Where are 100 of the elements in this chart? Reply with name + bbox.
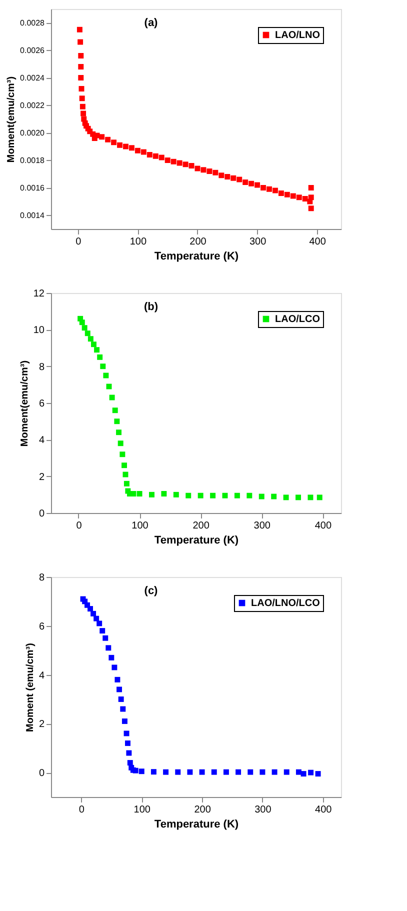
point xyxy=(140,149,146,155)
x-tick-label: 100 xyxy=(132,520,149,532)
point xyxy=(296,769,302,775)
point xyxy=(106,645,112,651)
x-tick-label: 0 xyxy=(78,804,85,816)
point xyxy=(163,769,169,775)
point xyxy=(236,769,242,775)
x-axis-title: Temperature (K) xyxy=(154,818,239,830)
point xyxy=(78,39,84,45)
point xyxy=(224,174,230,180)
y-tick-label: 10 xyxy=(33,325,45,336)
point xyxy=(284,769,290,775)
point xyxy=(186,492,192,498)
legend-label: LAO/LCO xyxy=(275,314,320,325)
x-tick-label: 400 xyxy=(315,804,332,816)
annotation: (a) xyxy=(144,17,158,29)
point xyxy=(127,760,133,766)
point xyxy=(248,769,254,775)
legend-label: LAO/LNO/LCO xyxy=(251,598,320,609)
x-tick-label: 0 xyxy=(76,236,82,248)
point xyxy=(120,706,126,712)
point xyxy=(117,142,122,148)
point xyxy=(78,75,84,80)
point xyxy=(222,492,228,498)
point xyxy=(266,186,272,192)
point xyxy=(112,408,118,414)
point xyxy=(134,148,140,154)
annotation: (c) xyxy=(144,585,158,597)
legend-label: LAO/LNO xyxy=(275,30,320,41)
x-tick-label: 100 xyxy=(130,236,147,248)
point xyxy=(122,462,127,468)
point xyxy=(123,144,128,150)
point xyxy=(90,610,96,616)
point xyxy=(138,768,144,774)
point xyxy=(164,158,170,163)
point xyxy=(94,616,100,622)
point xyxy=(122,718,128,724)
point xyxy=(132,768,138,774)
point xyxy=(161,491,167,496)
point xyxy=(236,176,242,182)
y-tick-label: 12 xyxy=(33,288,45,300)
point xyxy=(254,182,260,188)
point xyxy=(308,770,314,776)
point xyxy=(212,170,218,176)
y-tick-label: 0 xyxy=(38,768,45,780)
y-tick-label: 6 xyxy=(38,621,45,632)
point xyxy=(308,206,314,212)
point xyxy=(248,180,254,186)
point xyxy=(91,342,96,348)
point xyxy=(124,730,130,736)
point xyxy=(79,96,85,102)
point xyxy=(88,336,94,342)
point xyxy=(80,110,86,116)
point xyxy=(173,492,179,498)
point xyxy=(283,494,289,500)
point xyxy=(300,771,306,777)
point xyxy=(103,372,109,378)
point xyxy=(246,492,252,498)
y-tick-label: 0.0014 xyxy=(20,210,46,220)
point xyxy=(116,430,122,436)
point xyxy=(308,185,314,190)
annotation: (b) xyxy=(144,301,158,313)
point xyxy=(146,152,152,158)
x-tick-label: 300 xyxy=(254,520,271,532)
point xyxy=(271,494,277,500)
x-tick-label: 200 xyxy=(190,236,207,248)
point xyxy=(120,452,126,458)
point xyxy=(284,192,290,198)
point xyxy=(182,162,188,168)
point xyxy=(124,740,130,746)
y-tick-label: 0.0018 xyxy=(20,156,46,165)
point xyxy=(258,494,264,500)
point xyxy=(102,635,108,641)
y-tick-label: 4 xyxy=(38,435,45,446)
point xyxy=(272,188,278,194)
point xyxy=(290,193,296,199)
y-tick-label: 0 xyxy=(38,508,45,520)
point xyxy=(79,320,85,326)
x-tick-label: 300 xyxy=(254,804,272,816)
point xyxy=(111,140,117,146)
point xyxy=(234,492,240,498)
point xyxy=(150,769,156,775)
point xyxy=(206,168,212,174)
y-tick-label: 0.0020 xyxy=(20,128,46,138)
point xyxy=(100,628,106,634)
point xyxy=(302,196,308,202)
point xyxy=(136,491,142,496)
y-axis-title: Moment(emu/cm³) xyxy=(6,76,18,163)
x-axis-title: Temperature (K) xyxy=(154,534,239,546)
point xyxy=(84,330,90,336)
point xyxy=(218,172,224,178)
point xyxy=(188,163,194,168)
point xyxy=(199,769,205,775)
point xyxy=(187,769,193,775)
point xyxy=(94,347,100,353)
y-tick-label: 0.0026 xyxy=(20,46,46,55)
point xyxy=(272,769,278,775)
x-tick-label: 0 xyxy=(76,520,82,532)
x-tick-label: 300 xyxy=(249,236,267,248)
point xyxy=(82,325,88,331)
